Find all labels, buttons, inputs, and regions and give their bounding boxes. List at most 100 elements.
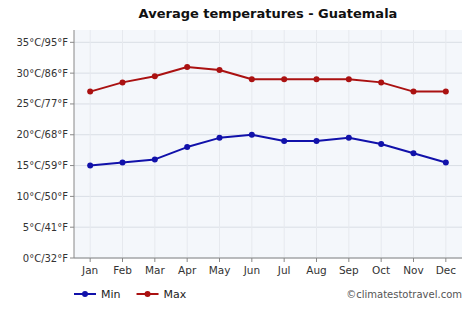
y-tick-label: 35°C/95°F <box>16 37 68 48</box>
grid-line-y <box>74 227 462 228</box>
plot-background <box>74 30 462 258</box>
x-tick <box>251 258 252 262</box>
y-tick <box>70 42 74 43</box>
point <box>249 132 255 138</box>
point <box>443 89 449 95</box>
grid-line-y <box>74 103 462 104</box>
y-tick-label: 25°C/77°F <box>16 98 68 109</box>
x-tick-label: Jul <box>277 264 291 276</box>
x-tick-label: Nov <box>403 264 424 276</box>
x-tick-label: Jan <box>81 264 98 276</box>
point <box>314 138 320 144</box>
x-tick-label: Sep <box>339 264 359 276</box>
x-tick-label: Oct <box>372 264 390 276</box>
x-tick-label: Dec <box>436 264 457 276</box>
grid-line-x <box>316 30 317 258</box>
point <box>378 141 384 147</box>
grid-line-x <box>219 30 220 258</box>
legend-label: Max <box>164 288 187 301</box>
grid-line-y <box>74 42 462 43</box>
x-tick <box>381 258 382 262</box>
series <box>87 64 449 95</box>
x-tick <box>316 258 317 262</box>
x-tick-label: Apr <box>178 264 197 276</box>
point <box>152 156 158 162</box>
x-tick-label: Feb <box>113 264 132 276</box>
point <box>443 159 449 165</box>
x-tick <box>445 258 446 262</box>
grid-line-y <box>74 258 462 259</box>
y-tick <box>70 103 74 104</box>
grid-line-x <box>348 30 349 258</box>
y-tick-label: 0°C/32°F <box>23 253 68 264</box>
legend-label: Min <box>101 288 121 301</box>
point <box>87 89 93 95</box>
x-tick-label: Aug <box>306 264 327 276</box>
y-axis-line <box>74 30 75 258</box>
y-tick-label: 5°C/41°F <box>23 222 68 233</box>
grid-line-y <box>74 73 462 74</box>
y-tick-label: 20°C/68°F <box>16 129 68 140</box>
grid-line-x <box>90 30 91 258</box>
point <box>411 150 417 156</box>
point <box>346 135 352 141</box>
point <box>281 76 287 82</box>
grid-line-y <box>74 134 462 135</box>
x-tick <box>122 258 123 262</box>
point <box>120 79 126 85</box>
x-tick-label: Mar <box>145 264 165 276</box>
grid-line-x <box>413 30 414 258</box>
y-tick <box>70 196 74 197</box>
legend: Min Max <box>74 288 187 301</box>
series-line <box>90 135 446 166</box>
grid-line-y <box>74 165 462 166</box>
y-tick-label: 15°C/59°F <box>16 160 68 171</box>
legend-marker <box>145 291 151 297</box>
x-tick <box>284 258 285 262</box>
point <box>346 76 352 82</box>
grid-line-x <box>284 30 285 258</box>
title: Average temperatures - Guatemala <box>139 6 398 21</box>
grid <box>74 30 462 258</box>
axes: 0°C/32°F5°C/41°F10°C/50°F15°C/59°F20°C/6… <box>16 30 462 276</box>
grid-line-x <box>251 30 252 258</box>
y-tick-label: 30°C/86°F <box>16 68 68 79</box>
point <box>120 159 126 165</box>
x-tick-label: May <box>209 264 231 276</box>
y-tick <box>70 134 74 135</box>
point <box>217 67 223 73</box>
y-tick <box>70 258 74 259</box>
point <box>87 163 93 169</box>
x-tick <box>219 258 220 262</box>
point <box>184 144 190 150</box>
chart: 0°C/32°F5°C/41°F10°C/50°F15°C/59°F20°C/6… <box>0 0 474 331</box>
series-line <box>90 67 446 92</box>
x-tick <box>187 258 188 262</box>
x-tick <box>413 258 414 262</box>
point <box>249 76 255 82</box>
x-tick <box>154 258 155 262</box>
legend-item: Min <box>74 288 121 301</box>
point <box>281 138 287 144</box>
y-tick <box>70 227 74 228</box>
point <box>184 64 190 70</box>
annotation: ©climatestotravel.com <box>346 289 462 300</box>
x-tick <box>348 258 349 262</box>
grid-line-x <box>154 30 155 258</box>
x-axis-line <box>74 258 462 259</box>
series <box>87 132 449 169</box>
point <box>217 135 223 141</box>
plot-area <box>87 64 449 169</box>
point <box>411 89 417 95</box>
legend-marker <box>82 291 88 297</box>
grid-line-y <box>74 196 462 197</box>
y-tick <box>70 165 74 166</box>
y-tick <box>70 73 74 74</box>
point <box>152 73 158 79</box>
grid-line-x <box>445 30 446 258</box>
point <box>314 76 320 82</box>
legend-item: Max <box>137 288 187 301</box>
point <box>378 79 384 85</box>
x-tick <box>90 258 91 262</box>
grid-line-x <box>122 30 123 258</box>
